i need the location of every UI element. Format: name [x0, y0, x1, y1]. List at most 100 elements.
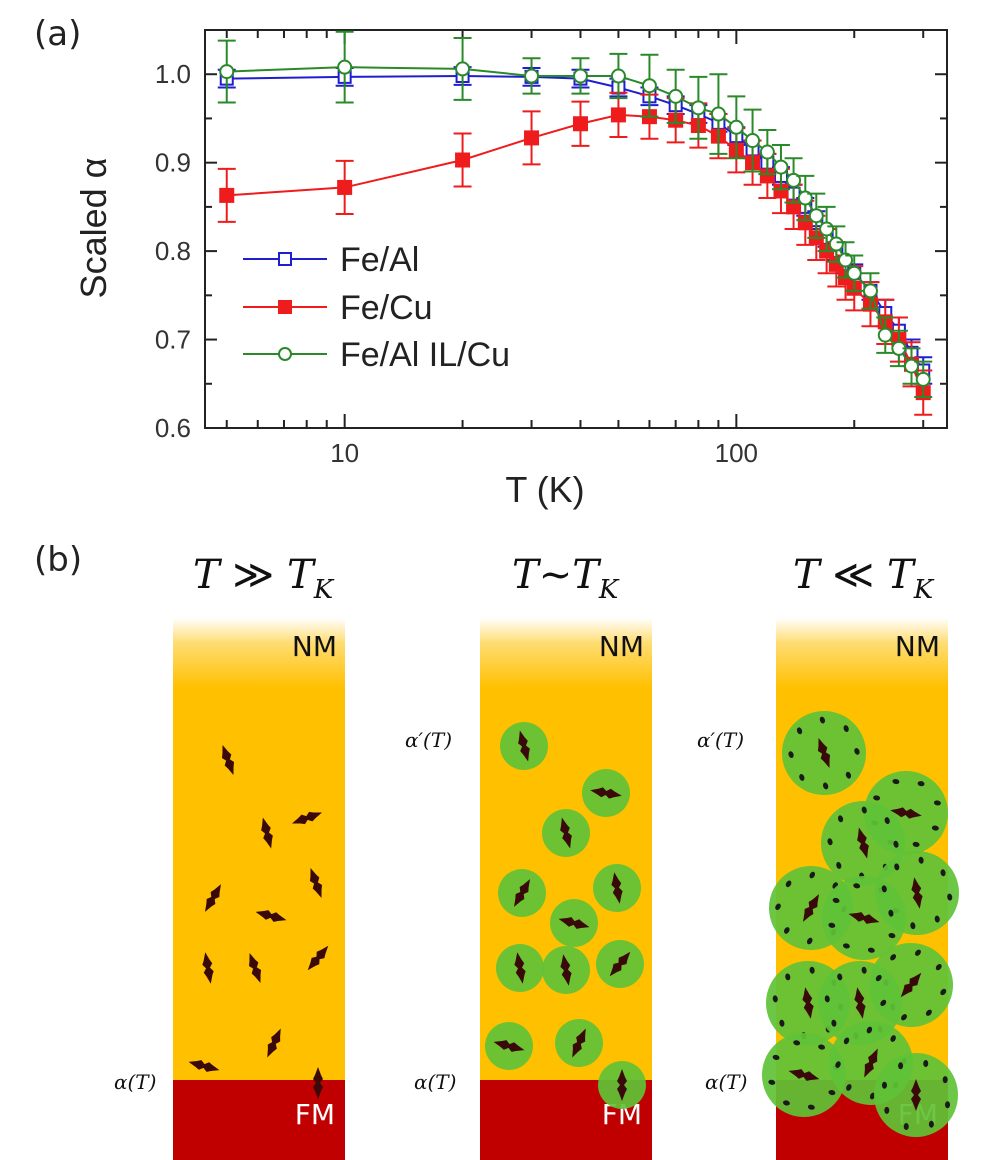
x-axis-label: T (K) [505, 469, 584, 510]
conduction-electron [873, 795, 881, 801]
impurity-spin [309, 867, 323, 899]
data-point [610, 107, 626, 123]
screened-impurity-spin [542, 809, 590, 857]
data-point [819, 221, 835, 237]
impurity-spin [255, 910, 287, 922]
data-point [903, 358, 919, 374]
legend-label: Fe/Cu [340, 289, 433, 327]
conduction-electron [910, 922, 916, 930]
title-relation: ≫ [232, 552, 275, 598]
conduction-electron [901, 1014, 907, 1021]
conduction-electron [940, 869, 946, 877]
y-tick-label: 0.8 [155, 236, 191, 266]
conduction-electron [796, 727, 803, 735]
conduction-electron [784, 927, 790, 934]
impurity-spin [188, 1060, 220, 1072]
alpha-interface-label: α(T) [114, 1070, 157, 1094]
impurity-spin [313, 1067, 323, 1099]
conduction-electron [843, 1037, 850, 1045]
conduction-electron [782, 1100, 790, 1106]
spin-arrow [609, 951, 631, 977]
conduction-electron [869, 1092, 876, 1100]
bilayer-near-TK: NM FM [480, 618, 652, 1160]
title-relation: ~ [538, 552, 573, 598]
y-tick-label: 0.7 [155, 325, 191, 355]
alpha-interface-label: α(T) [414, 1070, 457, 1094]
data-point [728, 119, 744, 135]
spin-arrow [560, 817, 572, 849]
x-tick-label: 100 [715, 438, 758, 468]
legend-label: Fe/Al [340, 241, 419, 279]
x-tick-label: 10 [330, 438, 359, 468]
screened-impurity-spin [496, 944, 544, 992]
alpha-prime-label: α′(T) [697, 728, 744, 752]
conduction-electron [935, 963, 942, 971]
axes: 0.6 0.7 0.8 0.9 1.0 10 100 [155, 29, 948, 468]
title-TK-subscript: K [913, 575, 934, 605]
data-point [455, 61, 471, 77]
conduction-electron [894, 863, 900, 871]
y-tick-label: 1.0 [155, 59, 191, 89]
conduction-electron [933, 800, 941, 806]
conduction-electron [888, 933, 896, 939]
conduction-electron [827, 838, 833, 846]
y-axis-label: Scaled α [73, 158, 114, 299]
spin-arrow [817, 737, 831, 769]
impurity-spin [267, 1028, 281, 1058]
conduction-electron [881, 885, 887, 893]
impurity-spins [485, 722, 646, 1109]
title-TK: T [572, 552, 599, 598]
bilayer-low-T: NM FM [762, 618, 959, 1160]
screened-impurity-spin [875, 851, 959, 935]
title-T: T [512, 552, 539, 598]
spin-arrow [514, 952, 526, 984]
spin-arrow [560, 954, 572, 986]
legend-item: Fe/Al IL/Cu [243, 336, 510, 374]
alpha-vs-temperature-chart: 0.6 0.7 0.8 0.9 1.0 10 100 Fe/Al Fe/Cu Fe/Al IL/… [73, 29, 948, 510]
conduction-electron [925, 1009, 932, 1016]
nm-label: NM [291, 630, 337, 663]
spin-arrow [890, 807, 922, 819]
data-point [862, 283, 878, 299]
spin-arrow [221, 744, 235, 776]
conduction-electron [890, 954, 897, 961]
condition-title-near-TK: T~TK [512, 552, 618, 605]
nm-label: NM [894, 630, 940, 663]
conduction-electron [861, 966, 867, 974]
data-point [759, 144, 775, 160]
screened-impurity-spin [550, 899, 598, 947]
spin-arrow [291, 811, 323, 825]
data-point [808, 208, 824, 224]
spin-arrow [864, 1048, 878, 1078]
conduction-electron [892, 779, 900, 785]
spin-arrow [514, 879, 530, 907]
title-relation: ≪ [832, 552, 875, 598]
conduction-electron [867, 947, 875, 953]
screened-impurity-spin [498, 869, 546, 917]
conduction-electron [846, 1084, 852, 1091]
conduction-electron [888, 909, 894, 917]
series-fe-al-il-cu [217, 30, 933, 399]
data-point [337, 179, 353, 195]
impurity-spin [261, 817, 273, 849]
screened-impurity-spin [762, 1033, 846, 1117]
spin-arrow [493, 1040, 525, 1052]
conduction-electron [836, 861, 842, 869]
data-point [915, 371, 931, 387]
conduction-electron [884, 817, 890, 825]
alpha-interface-label: α(T) [705, 1070, 748, 1094]
conduction-electron [928, 1120, 934, 1128]
series-line [226, 113, 925, 394]
conduction-electron [912, 841, 920, 847]
conduction-electron [768, 1079, 776, 1085]
conduction-electron [940, 988, 947, 996]
alpha-prime-label: α′(T) [405, 728, 452, 752]
spin-arrow [313, 1067, 323, 1099]
spin-arrow [255, 910, 287, 922]
data-point [219, 64, 235, 80]
spin-arrow [202, 952, 214, 984]
legend-marker [278, 347, 292, 361]
data-point [690, 100, 706, 116]
spin-arrow [854, 987, 866, 1019]
conduction-electron [942, 1076, 948, 1084]
